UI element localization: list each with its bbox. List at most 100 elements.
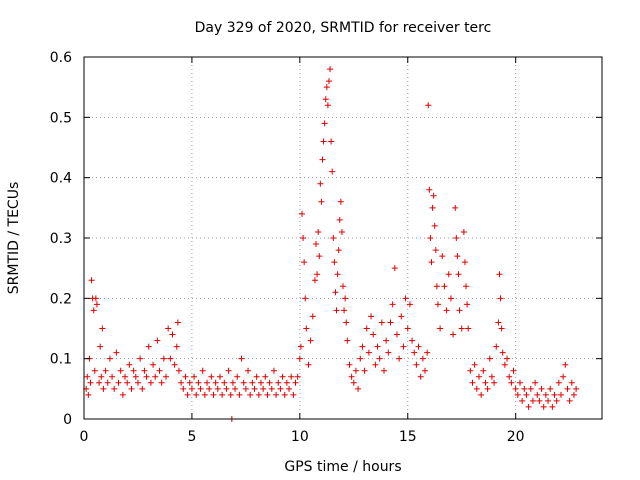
data-point [234, 373, 241, 380]
data-point [174, 319, 181, 326]
data-point [90, 307, 97, 314]
data-point [508, 379, 515, 386]
data-point [471, 361, 478, 368]
data-point [332, 289, 339, 296]
data-point [99, 325, 106, 332]
data-point [542, 391, 549, 398]
data-point [314, 271, 321, 278]
data-point [501, 361, 508, 368]
y-tick-label: 0.3 [50, 231, 72, 247]
data-point [484, 385, 491, 392]
data-point [491, 379, 498, 386]
data-point [562, 361, 569, 368]
data-point [431, 222, 438, 229]
data-point [247, 391, 254, 398]
data-point [404, 325, 411, 332]
data-point [122, 373, 129, 380]
data-point [145, 343, 152, 350]
data-point [173, 343, 180, 350]
data-point [315, 228, 322, 235]
data-point [163, 373, 170, 380]
data-point [266, 379, 273, 386]
data-point [214, 385, 221, 392]
y-tick-label: 0 [63, 412, 72, 428]
data-point [564, 385, 571, 392]
data-point [193, 391, 200, 398]
data-point [361, 367, 368, 374]
data-point [109, 373, 116, 380]
data-point [335, 247, 342, 254]
x-tick-label: 10 [291, 429, 309, 445]
data-point [294, 373, 301, 380]
data-point [242, 385, 249, 392]
data-point [400, 343, 407, 350]
data-point [365, 349, 372, 356]
data-point [359, 343, 366, 350]
data-point [184, 391, 191, 398]
data-point [111, 385, 118, 392]
data-point [570, 391, 577, 398]
data-point [551, 391, 558, 398]
data-point [456, 307, 463, 314]
data-point [178, 379, 185, 386]
data-point [538, 385, 545, 392]
data-point [387, 319, 394, 326]
data-point [277, 385, 284, 392]
data-point [391, 265, 398, 272]
data-point [467, 367, 474, 374]
data-point [212, 379, 219, 386]
data-point [482, 379, 489, 386]
data-point [88, 277, 95, 284]
data-point [496, 271, 503, 278]
data-point [221, 379, 228, 386]
data-point [87, 379, 94, 386]
data-point [245, 367, 252, 374]
data-point [540, 403, 547, 410]
data-point [336, 216, 343, 223]
data-point [305, 361, 312, 368]
data-point [334, 271, 341, 278]
data-point [455, 271, 462, 278]
data-point [402, 295, 409, 302]
data-point [216, 373, 223, 380]
data-point [156, 367, 163, 374]
data-point [378, 319, 385, 326]
data-point [139, 385, 146, 392]
data-point [296, 355, 303, 362]
data-point [350, 379, 357, 386]
data-point [344, 337, 351, 344]
data-point [279, 373, 286, 380]
data-point [555, 379, 562, 386]
data-point [134, 379, 141, 386]
data-point [126, 361, 133, 368]
data-point [106, 355, 113, 362]
data-point [417, 373, 424, 380]
data-point [85, 391, 92, 398]
data-point [323, 84, 330, 91]
data-point [288, 373, 295, 380]
data-point [450, 331, 457, 338]
data-point [428, 259, 435, 266]
data-point [368, 313, 375, 320]
data-point [333, 307, 340, 314]
data-point [160, 355, 167, 362]
data-point [425, 102, 432, 109]
data-point [343, 319, 350, 326]
data-point [264, 391, 271, 398]
data-point [297, 343, 304, 350]
data-point [480, 367, 487, 374]
data-point [355, 385, 362, 392]
data-point [525, 403, 532, 410]
data-point [180, 385, 187, 392]
data-point [419, 355, 426, 362]
data-point [573, 385, 580, 392]
data-point [165, 325, 172, 332]
data-point [321, 120, 328, 127]
data-point [322, 96, 329, 103]
data-point [219, 391, 226, 398]
data-point [317, 180, 324, 187]
data-point [337, 198, 344, 205]
data-point [568, 379, 575, 386]
data-point [191, 373, 198, 380]
data-point [460, 228, 467, 235]
